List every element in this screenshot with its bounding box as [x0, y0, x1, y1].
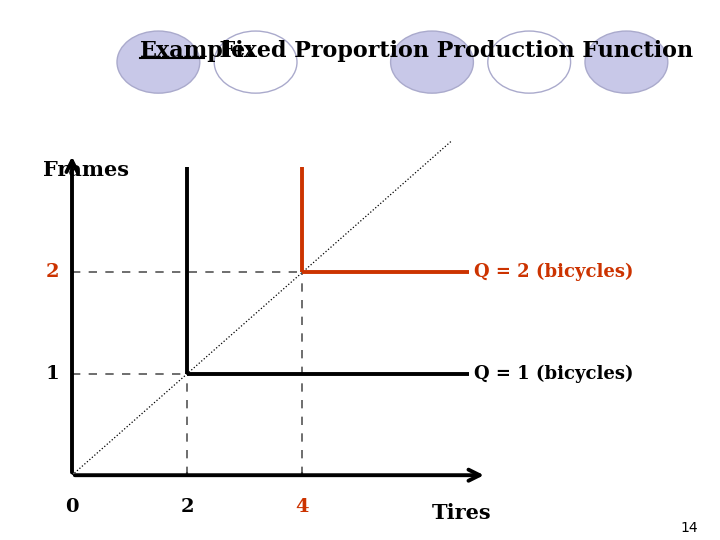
Text: Example:: Example:: [140, 40, 255, 62]
Text: 2: 2: [46, 264, 59, 281]
Text: 0: 0: [66, 497, 78, 516]
Text: Q = 2 (bicycles): Q = 2 (bicycles): [474, 263, 634, 281]
Text: Fixed Proportion Production Function: Fixed Proportion Production Function: [204, 40, 693, 62]
Text: Q = 1 (bicycles): Q = 1 (bicycles): [474, 364, 634, 383]
Text: 1: 1: [45, 364, 59, 383]
Text: 2: 2: [181, 497, 194, 516]
Text: 14: 14: [681, 521, 698, 535]
Text: Frames: Frames: [43, 160, 129, 180]
Text: Tires: Tires: [431, 503, 491, 523]
Text: 4: 4: [296, 497, 309, 516]
